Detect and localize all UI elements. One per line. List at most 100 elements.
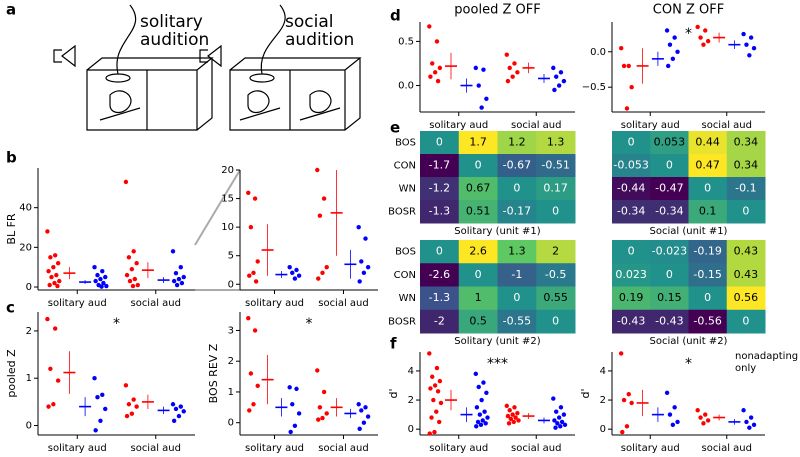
data-point [552, 87, 557, 93]
heatmap-cell [536, 131, 576, 155]
cell-label: -0.67 [503, 159, 531, 172]
heatmap-cell [536, 177, 576, 201]
heatmap-cell [688, 154, 728, 178]
data-point [432, 429, 437, 435]
data-point [513, 415, 518, 420]
data-point [516, 418, 521, 423]
data-point [485, 415, 490, 420]
panel-letter: d [390, 7, 401, 25]
data-point [626, 63, 631, 69]
data-point [505, 413, 511, 419]
y-tick-label: 15 [221, 194, 234, 205]
heatmap-cell [612, 177, 651, 201]
x-tick-label: solitary aud [245, 443, 304, 454]
data-point [481, 67, 486, 72]
heatmap-cell [458, 177, 498, 201]
data-point [556, 83, 562, 88]
x-tick-label: solitary aud [621, 443, 680, 454]
cell-label: 0 [436, 245, 443, 258]
data-point [127, 278, 133, 284]
data-point [434, 409, 439, 414]
y-tick-label: 10 [221, 222, 234, 233]
cell-label: 0.34 [734, 136, 759, 149]
data-point [57, 278, 62, 284]
cell-label: -0.15 [693, 268, 721, 281]
data-point [434, 39, 440, 44]
heatmap-title: Solitary (unit #2) [454, 336, 540, 347]
heatmap-cell [458, 154, 498, 178]
y-tick-label: −0.5 [582, 82, 606, 93]
data-point [95, 394, 100, 400]
heatmap-cell [420, 154, 460, 178]
cell-label: 0 [552, 314, 559, 327]
row-label: WN [399, 184, 416, 195]
data-point [667, 42, 673, 47]
data-point [672, 35, 677, 40]
data-point [176, 413, 182, 419]
heatmap-cell [650, 263, 689, 287]
data-point [555, 421, 560, 426]
heatmap-cell [458, 286, 498, 311]
data-point [294, 267, 299, 273]
x-tick-label: social aud [130, 443, 181, 454]
data-point [103, 274, 108, 280]
data-point [429, 415, 434, 420]
data-point [45, 229, 50, 234]
data-point [181, 409, 186, 414]
data-point [670, 56, 676, 62]
data-point [316, 417, 321, 422]
data-point [288, 429, 293, 435]
panel-letter: f [390, 335, 397, 353]
data-point [51, 264, 56, 270]
data-point [741, 31, 746, 37]
cell-label: -1.3 [429, 205, 450, 218]
cell-label: 0.67 [466, 182, 491, 195]
data-point [621, 63, 627, 69]
data-point [505, 78, 511, 84]
data-point [99, 284, 104, 289]
data-point [558, 405, 564, 410]
heatmap-cell [420, 200, 460, 224]
data-point [45, 316, 50, 322]
data-point [252, 196, 258, 201]
heatmap-cell [688, 263, 728, 287]
data-point [506, 421, 512, 426]
data-point [171, 418, 177, 424]
data-point [124, 413, 130, 419]
heatmap-cell [726, 309, 766, 334]
illustration-label: audition [285, 30, 354, 50]
data-point [483, 421, 488, 426]
data-point [477, 412, 483, 417]
data-point [251, 270, 256, 276]
heatmap-cell [458, 240, 498, 264]
data-point [431, 397, 436, 403]
y-tick-label: 0.5 [398, 36, 414, 47]
data-point [436, 419, 442, 425]
cell-label: -0.55 [503, 314, 531, 327]
data-point [292, 423, 298, 428]
y-tick-label: 0.0 [398, 81, 414, 92]
heatmap-cell [497, 154, 537, 178]
data-point [361, 270, 367, 276]
data-point [54, 272, 59, 278]
data-point [52, 253, 58, 258]
data-point [554, 409, 559, 414]
data-point [744, 419, 749, 425]
heatmap-cell [688, 200, 728, 224]
data-point [356, 224, 361, 230]
y-tick-label: 4 [600, 366, 606, 377]
data-point [427, 24, 432, 29]
data-point [174, 282, 180, 288]
annotation: *** [487, 356, 508, 372]
data-point [48, 255, 53, 260]
data-point [558, 70, 564, 75]
data-point [246, 315, 251, 321]
note: nonadapting [735, 351, 798, 362]
heatmap-cell [726, 177, 766, 201]
cell-label: 0.053 [654, 136, 686, 149]
data-point [321, 389, 327, 395]
cell-label: 0.17 [543, 182, 568, 195]
data-point [751, 422, 757, 428]
data-point [705, 418, 711, 423]
data-point [359, 259, 364, 264]
